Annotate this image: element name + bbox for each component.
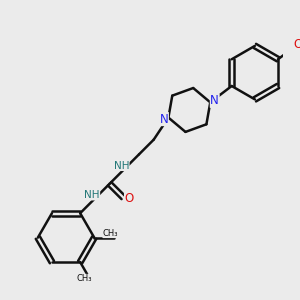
Text: CH₃: CH₃ (76, 274, 92, 283)
Text: O: O (124, 192, 134, 206)
Text: N: N (210, 94, 219, 107)
Text: N: N (160, 112, 168, 126)
Text: O: O (294, 38, 300, 51)
Text: NH: NH (84, 190, 100, 200)
Text: NH: NH (114, 160, 129, 170)
Text: CH₃: CH₃ (103, 229, 118, 238)
